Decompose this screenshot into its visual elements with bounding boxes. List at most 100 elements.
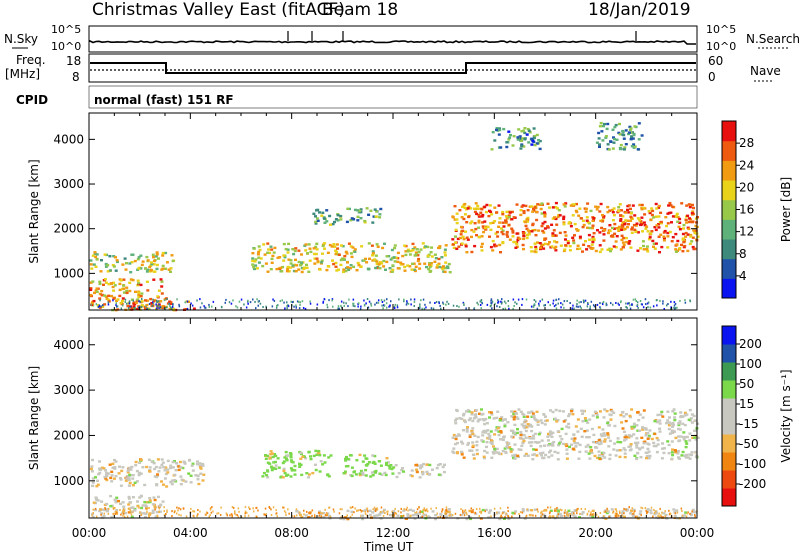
colorbar-tick-label: -15 bbox=[739, 417, 759, 431]
echo-cell bbox=[467, 215, 471, 219]
echo-cell bbox=[521, 412, 525, 416]
echo-cell bbox=[295, 264, 299, 267]
echo-cell bbox=[119, 502, 122, 506]
echo-cell bbox=[128, 481, 132, 485]
echo-cell bbox=[141, 298, 143, 300]
x-tick-label: 08:00 bbox=[274, 526, 309, 540]
echo-cell bbox=[199, 298, 201, 301]
echo-cell bbox=[313, 257, 317, 260]
echo-cell bbox=[385, 302, 388, 305]
echo-cell bbox=[319, 460, 323, 463]
echo-cell bbox=[531, 458, 535, 461]
echo-cell bbox=[129, 506, 133, 510]
echo-cell bbox=[609, 408, 613, 412]
echo-cell bbox=[617, 210, 621, 213]
echo-cell bbox=[674, 436, 678, 440]
echo-cell bbox=[501, 241, 505, 245]
echo-cell bbox=[523, 454, 527, 457]
echo-cell bbox=[386, 513, 389, 516]
echo-cell bbox=[271, 254, 275, 258]
echo-cell bbox=[507, 138, 511, 141]
echo-cell bbox=[212, 300, 215, 303]
echo-cell bbox=[618, 514, 620, 517]
echo-cell bbox=[100, 500, 104, 503]
echo-cell bbox=[618, 449, 622, 452]
echo-cell bbox=[428, 263, 431, 266]
echo-cell bbox=[461, 235, 465, 239]
echo-cell bbox=[508, 446, 512, 449]
echo-cell bbox=[532, 437, 536, 440]
echo-cell bbox=[520, 130, 524, 133]
echo-cell bbox=[98, 305, 101, 308]
echo-cell bbox=[459, 233, 463, 236]
echo-cell bbox=[266, 270, 270, 273]
echo-cell bbox=[497, 225, 501, 228]
echo-cell bbox=[388, 305, 390, 308]
echo-cell bbox=[589, 307, 591, 310]
echo-cell bbox=[309, 300, 311, 303]
echo-cell bbox=[386, 298, 388, 301]
echo-cell bbox=[517, 448, 521, 451]
echo-cell bbox=[110, 470, 114, 473]
echo-cell bbox=[651, 239, 655, 243]
echo-cell bbox=[159, 278, 163, 281]
echo-cell bbox=[396, 260, 400, 264]
echo-cell bbox=[488, 434, 492, 438]
echo-cell bbox=[619, 147, 622, 151]
echo-cell bbox=[679, 299, 681, 302]
echo-cell bbox=[306, 510, 308, 513]
echo-cell bbox=[374, 254, 378, 257]
echo-cell bbox=[598, 231, 602, 234]
echo-cell bbox=[531, 223, 535, 227]
echo-cell bbox=[339, 508, 342, 511]
echo-cell bbox=[308, 247, 312, 250]
echo-cell bbox=[685, 442, 689, 445]
echo-cell bbox=[309, 302, 312, 305]
echo-cell bbox=[490, 148, 494, 151]
echo-cell bbox=[305, 266, 309, 270]
echo-cell bbox=[137, 473, 141, 477]
echo-cell bbox=[320, 259, 324, 262]
echo-cell bbox=[171, 510, 173, 513]
echo-cell bbox=[391, 256, 394, 260]
echo-cell bbox=[268, 251, 272, 255]
echo-cell bbox=[590, 511, 592, 514]
echo-cell bbox=[602, 216, 606, 219]
echo-cell bbox=[206, 512, 209, 515]
echo-cell bbox=[451, 436, 455, 439]
echo-cell bbox=[542, 247, 546, 250]
echo-cell bbox=[138, 496, 142, 499]
echo-cell bbox=[307, 516, 311, 519]
echo-cell bbox=[347, 242, 351, 245]
echo-cell bbox=[609, 140, 613, 143]
echo-cell bbox=[674, 307, 677, 310]
echo-cell bbox=[562, 249, 566, 253]
echo-cell bbox=[513, 431, 517, 434]
echo-cell bbox=[377, 301, 380, 304]
echo-cell bbox=[171, 306, 174, 308]
echo-cell bbox=[650, 207, 654, 210]
echo-cell bbox=[690, 413, 694, 416]
echo-cell bbox=[635, 457, 639, 461]
echo-cell bbox=[407, 302, 410, 305]
echo-cell bbox=[661, 442, 664, 445]
echo-cell bbox=[525, 220, 529, 223]
echo-cell bbox=[633, 511, 635, 514]
echo-cell bbox=[100, 259, 103, 262]
echo-cell bbox=[412, 262, 416, 265]
echo-cell bbox=[220, 506, 222, 509]
echo-cell bbox=[378, 513, 382, 516]
echo-cell bbox=[624, 438, 628, 441]
echo-cell bbox=[618, 303, 620, 306]
echo-cell bbox=[653, 226, 657, 229]
echo-cell bbox=[548, 434, 552, 437]
echo-cell bbox=[681, 450, 685, 454]
echo-cell bbox=[270, 468, 274, 472]
echo-cell bbox=[535, 419, 539, 422]
echo-cell bbox=[252, 507, 254, 510]
echo-cell bbox=[499, 516, 503, 519]
echo-cell bbox=[612, 303, 614, 306]
echo-cell bbox=[322, 454, 326, 457]
echo-cell bbox=[689, 300, 691, 303]
echo-cell bbox=[669, 204, 673, 207]
